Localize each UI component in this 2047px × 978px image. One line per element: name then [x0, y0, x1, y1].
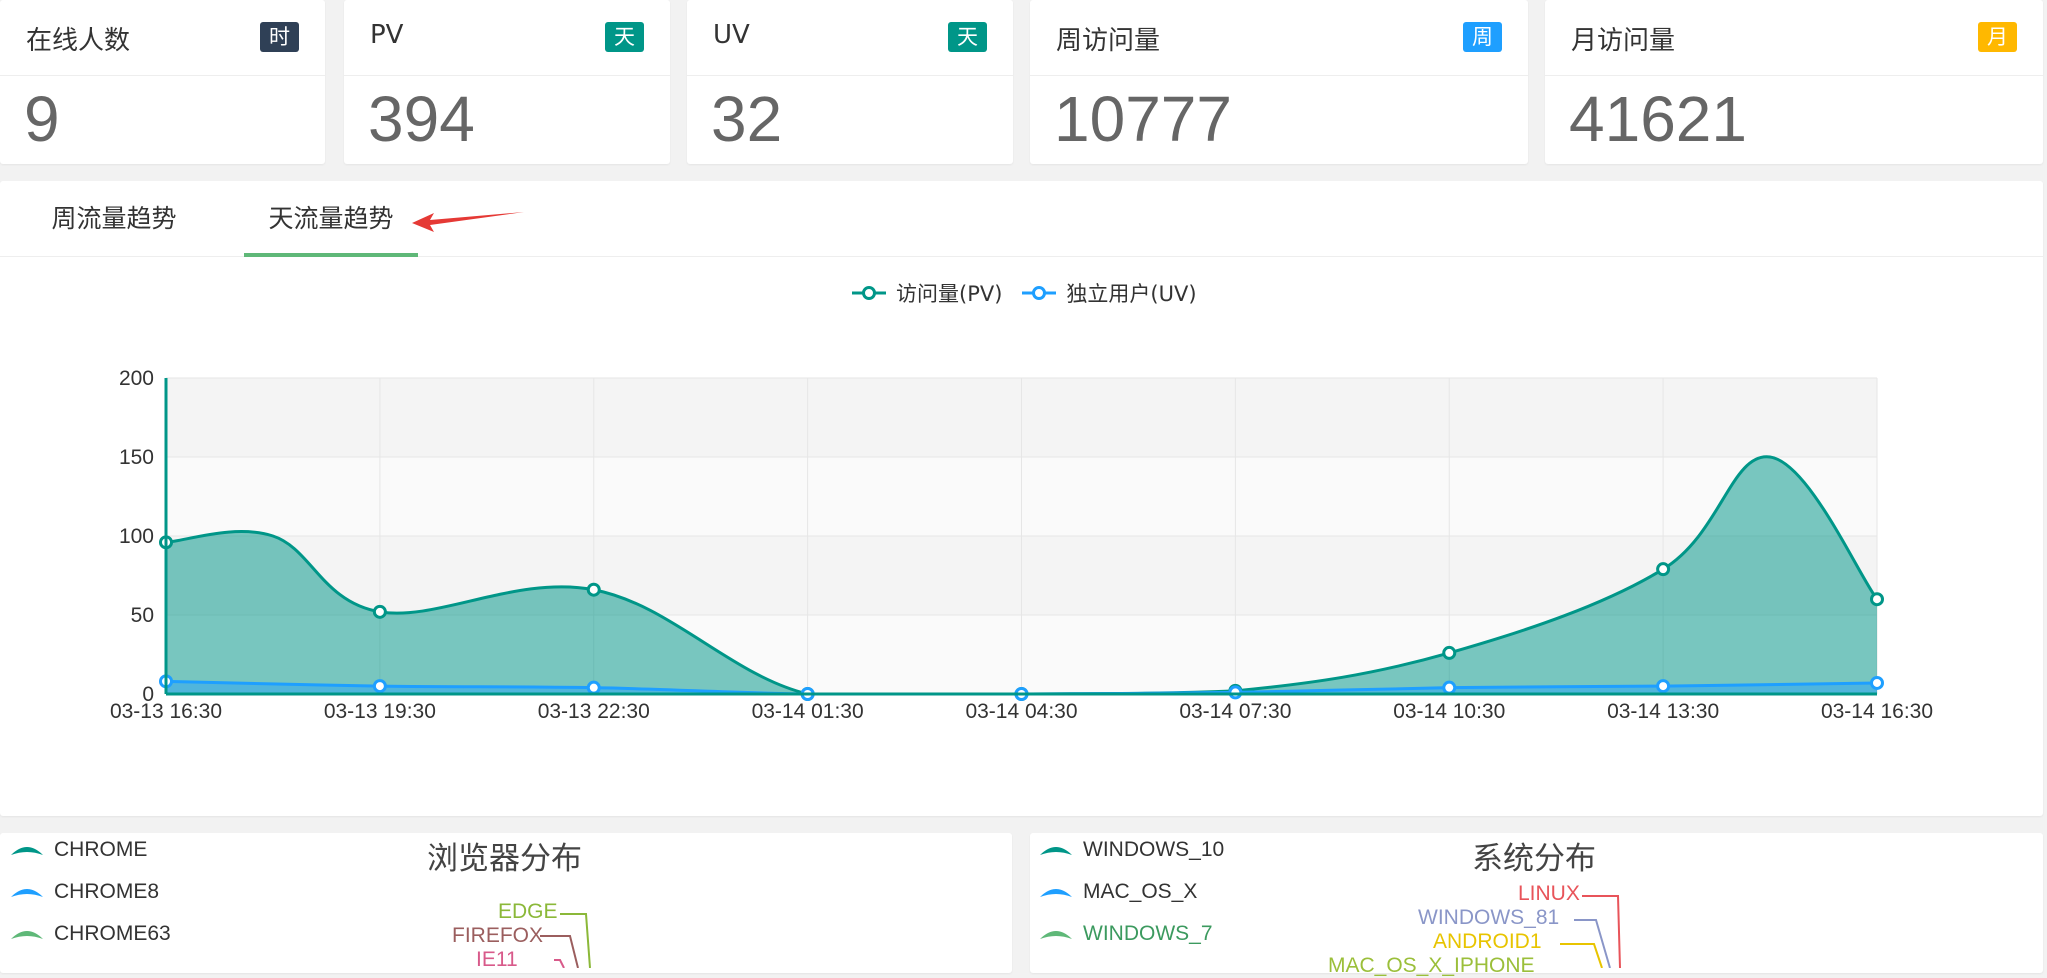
y-tick-label: 100: [119, 525, 154, 548]
browser-pie-label-lines: [540, 913, 591, 968]
data-point: [586, 680, 601, 695]
stat-card-header: 在线人数 时: [0, 0, 325, 76]
stat-badge: 天: [605, 22, 644, 52]
stat-card-online: 在线人数 时 9: [0, 0, 325, 164]
stat-card-pv: PV 天 394: [344, 0, 670, 164]
pie-label-edge: EDGE: [498, 900, 558, 923]
data-point: [1442, 680, 1457, 695]
legend-swatch-icon: [11, 847, 43, 855]
stat-badge: 月: [1978, 22, 2017, 52]
stat-card-header: 周访问量 周: [1030, 0, 1528, 76]
x-tick-label: 03-13 16:30: [110, 700, 222, 723]
data-point: [1870, 592, 1884, 607]
stat-value: 41621: [1569, 83, 1747, 155]
data-point: [1442, 645, 1457, 660]
os-distribution-card: [1030, 833, 2043, 973]
stat-card-header: 月访问量 月: [1545, 0, 2043, 76]
x-tick-label: 03-14 07:30: [1179, 700, 1291, 723]
stat-value: 394: [368, 83, 475, 155]
pie-label-ie11: IE11: [476, 948, 518, 971]
stat-badge: 时: [260, 22, 299, 52]
legend-label: WINDOWS_7: [1083, 922, 1213, 945]
legend-uv-label: 独立用户(UV): [1066, 282, 1197, 306]
stat-card-monthly: 月访问量 月 41621: [1545, 0, 2043, 164]
data-point: [1656, 562, 1671, 577]
legend-pv-marker-icon: [852, 286, 886, 300]
os-chart-title: 系统分布: [1472, 841, 1596, 877]
y-tick-label: 0: [142, 683, 154, 706]
x-tick-label: 03-13 19:30: [324, 700, 436, 723]
x-tick-label: 03-14 16:30: [1821, 700, 1933, 723]
browser-legend-item[interactable]: CHROME: [10, 838, 147, 862]
stat-title: 月访问量: [1571, 26, 1676, 56]
stat-title: UV: [713, 20, 750, 50]
pie-label-windows81: WINDOWS_81: [1418, 906, 1560, 929]
x-tick-label: 03-14 10:30: [1393, 700, 1505, 723]
stat-title: 周访问量: [1056, 26, 1161, 56]
y-tick-label: 50: [131, 604, 154, 627]
stat-title: 在线人数: [26, 26, 131, 56]
legend-item-uv[interactable]: 独立用户(UV): [1020, 278, 1197, 308]
data-point: [1228, 685, 1243, 700]
legend-uv-marker-icon: [1022, 286, 1057, 300]
legend-item-pv[interactable]: 访问量(PV): [850, 278, 1002, 308]
os-pie-label-lines: [1560, 895, 1621, 968]
y-tick-label: 150: [119, 446, 154, 469]
pie-label-firefox: FIREFOX: [452, 924, 544, 947]
stat-value: 9: [24, 83, 60, 155]
browser-distribution-card: [0, 833, 1012, 973]
stat-badge: 天: [948, 22, 987, 52]
os-legend-item[interactable]: WINDOWS_7: [1039, 922, 1213, 946]
tab-daily-trend[interactable]: 天流量趋势: [244, 181, 418, 257]
browser-legend-item[interactable]: CHROME8: [10, 880, 159, 904]
legend-swatch-icon: [1040, 847, 1072, 855]
browser-legend-item[interactable]: CHROME63: [10, 922, 171, 946]
data-point: [586, 582, 601, 597]
legend-label: CHROME8: [54, 880, 160, 903]
data-point: [372, 604, 387, 619]
data-point: [372, 679, 387, 694]
stat-badge: 周: [1463, 22, 1502, 52]
legend-swatch-icon: [1040, 931, 1072, 939]
legend-label: CHROME: [54, 838, 148, 861]
browser-chart-title: 浏览器分布: [427, 841, 582, 877]
series-area-0: [166, 456, 1877, 694]
legend-pv-label: 访问量(PV): [896, 282, 1003, 306]
os-legend-item[interactable]: WINDOWS_10: [1039, 838, 1224, 862]
x-tick-label: 03-14 04:30: [965, 700, 1077, 723]
legend-swatch-icon: [11, 889, 43, 897]
legend-label: WINDOWS_10: [1083, 838, 1225, 861]
red-arrow-annotation: [412, 212, 524, 232]
x-tick-label: 03-14 13:30: [1607, 700, 1719, 723]
y-tick-label: 200: [119, 367, 154, 390]
legend-label: CHROME63: [54, 922, 171, 945]
legend-swatch-icon: [11, 931, 43, 939]
pie-label-linux: LINUX: [1518, 882, 1580, 905]
tab-weekly-trend[interactable]: 周流量趋势: [51, 204, 177, 233]
pie-label-mac-iphone: MAC_OS_X_IPHONE: [1328, 954, 1535, 977]
trend-area-chart: 0 50 100 150 200 03-13 16:30 03-13 19:30 03-13 …: [110, 367, 1933, 723]
stat-title: PV: [370, 20, 404, 50]
x-tick-label: 03-14 01:30: [752, 700, 864, 723]
stat-value: 10777: [1054, 83, 1232, 155]
trend-tabs: 周流量趋势 天流量趋势: [0, 181, 2043, 257]
legend-swatch-icon: [1040, 889, 1072, 897]
os-legend-item[interactable]: MAC_OS_X: [1039, 880, 1197, 904]
stat-card-uv: UV 天 32: [687, 0, 1013, 164]
stat-card-header: PV 天: [344, 0, 670, 76]
legend-label: MAC_OS_X: [1083, 880, 1198, 903]
x-tick-label: 03-13 22:30: [538, 700, 650, 723]
data-point: [1870, 675, 1884, 690]
stat-value: 32: [711, 83, 783, 155]
stat-card-header: UV 天: [687, 0, 1013, 76]
data-point: [1656, 679, 1671, 694]
pie-label-android: ANDROID1: [1433, 930, 1542, 953]
stat-card-weekly: 周访问量 周 10777: [1030, 0, 1528, 164]
chart-legend: 访问量(PV) 独立用户(UV): [850, 278, 1197, 308]
